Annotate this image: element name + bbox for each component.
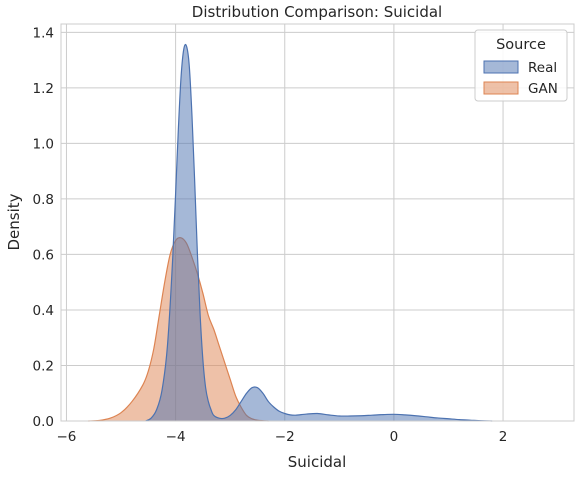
x-tick-label: −2 [275,429,295,445]
x-tick-label: −6 [57,429,77,445]
x-axis-ticks: −6 −4 −2 0 2 [57,429,508,445]
plot-area [60,23,575,422]
legend-label-gan: GAN [528,81,558,97]
y-tick-label: 0.4 [33,303,54,319]
legend-title: Source [496,37,546,53]
series-line-real [145,43,493,422]
legend-swatch-real [483,60,519,74]
y-tick-label: 0.8 [33,192,54,208]
y-tick-label: 1.4 [33,25,54,41]
plot-frame [60,23,575,422]
series-area-real [145,44,493,421]
x-tick-label: 2 [499,429,508,445]
legend-swatch-gan [483,81,519,95]
x-tick-label: −4 [166,429,186,445]
y-tick-label: 1.2 [33,81,54,97]
y-axis-ticks: 0.0 0.2 0.4 0.6 0.8 1.0 1.2 1.4 [33,25,54,430]
x-tick-label: 0 [390,429,399,445]
y-tick-label: 0.2 [33,358,54,374]
legend: Source Real GAN [474,29,568,102]
y-tick-label: 0.6 [33,247,54,263]
legend-label-real: Real [528,60,557,76]
y-tick-label: 0.0 [33,414,54,430]
series-layer [88,43,493,422]
chart-title: Distribution Comparison: Suicidal [192,3,442,21]
x-axis-title: Suicidal [288,453,347,471]
y-axis-title: Density [5,193,23,250]
y-tick-label: 1.0 [33,136,54,152]
